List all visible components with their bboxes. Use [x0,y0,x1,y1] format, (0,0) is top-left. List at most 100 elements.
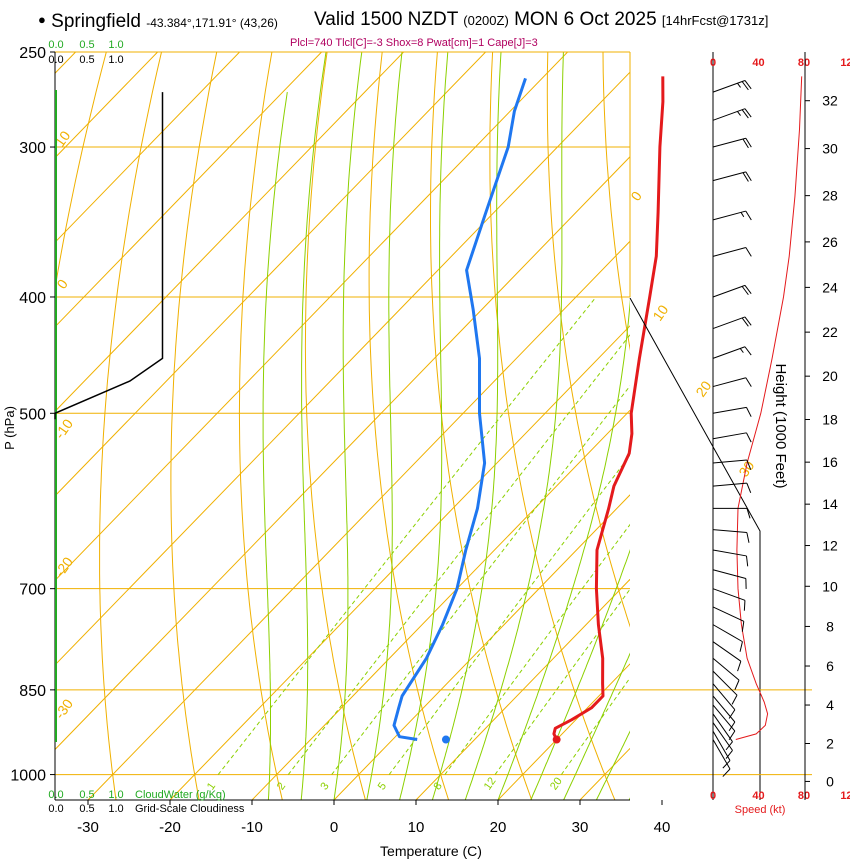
isotherm-line [55,52,322,328]
speed-tick-bottom: 40 [752,790,764,802]
wind-barb-feather [741,286,749,296]
wind-barb-staff [712,171,746,182]
station-coords: -43.384°,171.91° (43,26) [146,16,278,30]
isotherm-label: 10 [649,302,671,324]
pressure-tick-label: 700 [19,582,46,599]
speed-tick-bottom: 80 [798,790,810,802]
wind-barb-staff [712,549,747,557]
wind-barb-feather [746,482,752,494]
wind-barb [712,670,738,705]
cloudwater-tick-bottom: 0.5 [79,789,94,801]
wind-barb-feather [731,694,738,705]
wind-barb [712,657,740,690]
moist-adiabat-line [595,730,630,800]
speed-tick-top: 120 [840,57,850,69]
title-bar: ● Springfield -43.384°,171.91° (43,26) [38,8,278,35]
height-tick-label: 22 [822,324,838,340]
wind-barb-staff [712,346,746,359]
mixing-ratio-line [287,334,630,775]
pressure-tick-label: 850 [19,683,46,700]
valid-label: Valid 1500 NZDT [314,9,458,30]
wind-barb-staff [712,569,746,579]
wind-barb-feather [725,750,733,759]
wind-barb [712,406,752,417]
wind-barb [712,695,736,732]
cloudiness-tick-bottom: 0.0 [48,803,63,815]
wind-barb [712,210,752,221]
grid-lines [55,31,850,805]
wind-barb [712,739,731,777]
dry-adiabat-line [368,52,450,800]
isotherm-line [55,52,240,244]
wind-barb-feather [722,760,731,769]
wind-barb [712,316,752,330]
wind-barb-feather [739,641,743,652]
wind-barb-feather [746,432,752,443]
cloudiness-axis-title: Grid-Scale Cloudiness [135,803,245,815]
height-axis-title: Height (1000 Feet) [772,363,789,488]
mixing-ratio-label: 20 [548,775,565,792]
isotherm-line [333,494,630,800]
wind-barb-feather [746,508,751,519]
isotherm-line [55,71,630,666]
dry-adiabat-line [658,31,850,805]
wind-barb-staff [712,377,746,388]
wind-barb-half-feather [739,348,744,353]
x-tick-label: -10 [241,819,263,836]
wind-barb-staff [712,459,747,464]
right-panel [630,689,812,776]
wind-barb [712,730,731,769]
height-tick-label: 6 [826,658,834,674]
wind-barb-staff [712,108,746,121]
temperature-profile-line [552,76,665,741]
cloudiness-tick-top: 1.0 [108,54,123,66]
pressure-tick-label: 250 [19,45,46,62]
wind-barb [712,624,743,652]
wind-barb [712,482,752,494]
mixing-ratio-label: 3 [318,780,331,792]
indices-line: Plcl=740 Tlcl[C]=-3 Shox=8 Pwat[cm]=1 Ca… [290,37,538,49]
isotherm-line [251,409,630,800]
wind-barb-staff [712,695,736,723]
moist-adiabat-line [333,52,363,800]
cloudwater-tick-top: 0.0 [48,39,63,51]
height-tick-label: 20 [822,368,838,384]
dry-adiabat-line [489,52,616,800]
wind-barb-feather [745,247,752,257]
wind-barb-staff [712,482,747,487]
cloudwater-tick-bottom: 1.0 [108,789,123,801]
wind-barb [712,722,733,759]
pressure-tick-label: 1000 [10,768,46,785]
wind-barb-feather [744,346,752,356]
dry-adiabat-line [99,52,163,800]
height-tick-label: 12 [822,538,838,554]
wind-barb-feather [744,108,752,118]
wind-barb [712,247,752,257]
wind-barb [712,549,749,567]
height-tick-label: 18 [822,412,838,428]
x-tick-label: 20 [490,819,507,836]
moist-adiabat-line [464,52,564,800]
wind-barb-staff [712,704,736,732]
wind-barb-feather [737,661,742,672]
forecast-info: [14hrFcst@1731z] [661,13,769,28]
wind-barb [712,171,752,182]
mixing-ratio-line [217,296,597,775]
wind-barb-feather [722,768,731,777]
wind-barb [712,641,742,672]
cloudwater-tick-top: 0.5 [79,39,94,51]
isotherm-line [497,663,630,800]
speed-tick-bottom: 0 [710,790,716,802]
mixing-ratio-label: 8 [431,780,444,792]
height-tick-label: 32 [822,93,838,109]
height-tick-label: 30 [822,141,838,157]
wind-barb-staff [712,247,746,257]
dry-adiabat-line [238,52,283,800]
mixing-ratio-label: 2 [275,780,288,792]
pressure-tick-label: 400 [19,290,46,307]
mixing-ratio-label: 5 [376,780,389,792]
x-tick-label: 40 [654,819,671,836]
wind-barb-staff [712,316,746,330]
wind-barb [712,704,736,741]
